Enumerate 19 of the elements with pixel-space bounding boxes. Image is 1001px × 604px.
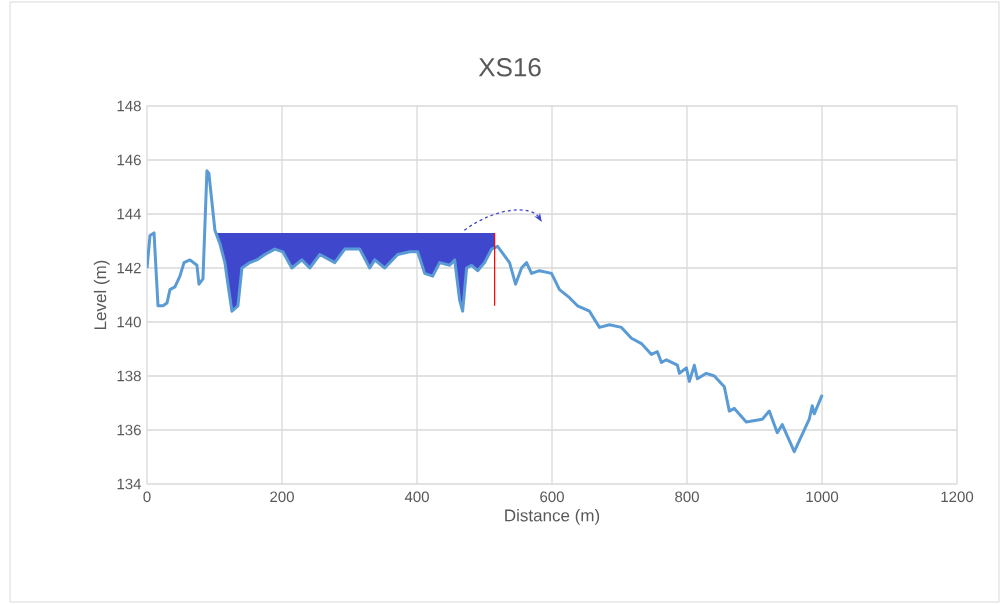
x-tick-label: 1200: [941, 491, 974, 503]
y-tick-label: 142: [117, 262, 141, 274]
y-tick-label: 146: [117, 154, 141, 166]
chart-title: XS16: [478, 58, 541, 77]
y-axis-title: Level (m): [93, 260, 110, 330]
x-tick-label: 800: [675, 491, 699, 503]
line-series: [147, 169, 824, 454]
y-tick-label: 144: [117, 208, 142, 220]
x-tick-label: 0: [143, 491, 151, 503]
x-tick-label: 600: [540, 491, 564, 503]
y-tick-label: 134: [117, 478, 142, 490]
y-tick-label: 138: [117, 370, 141, 382]
y-tick-label: 148: [117, 100, 141, 112]
x-axis-title: Distance (m): [505, 508, 600, 525]
x-tick-label: 1000: [806, 491, 839, 503]
x-tick-label: 400: [404, 491, 429, 503]
x-tick-label: 200: [270, 491, 294, 503]
y-tick-label: 136: [117, 424, 141, 436]
y-tick-label: 140: [117, 316, 141, 328]
